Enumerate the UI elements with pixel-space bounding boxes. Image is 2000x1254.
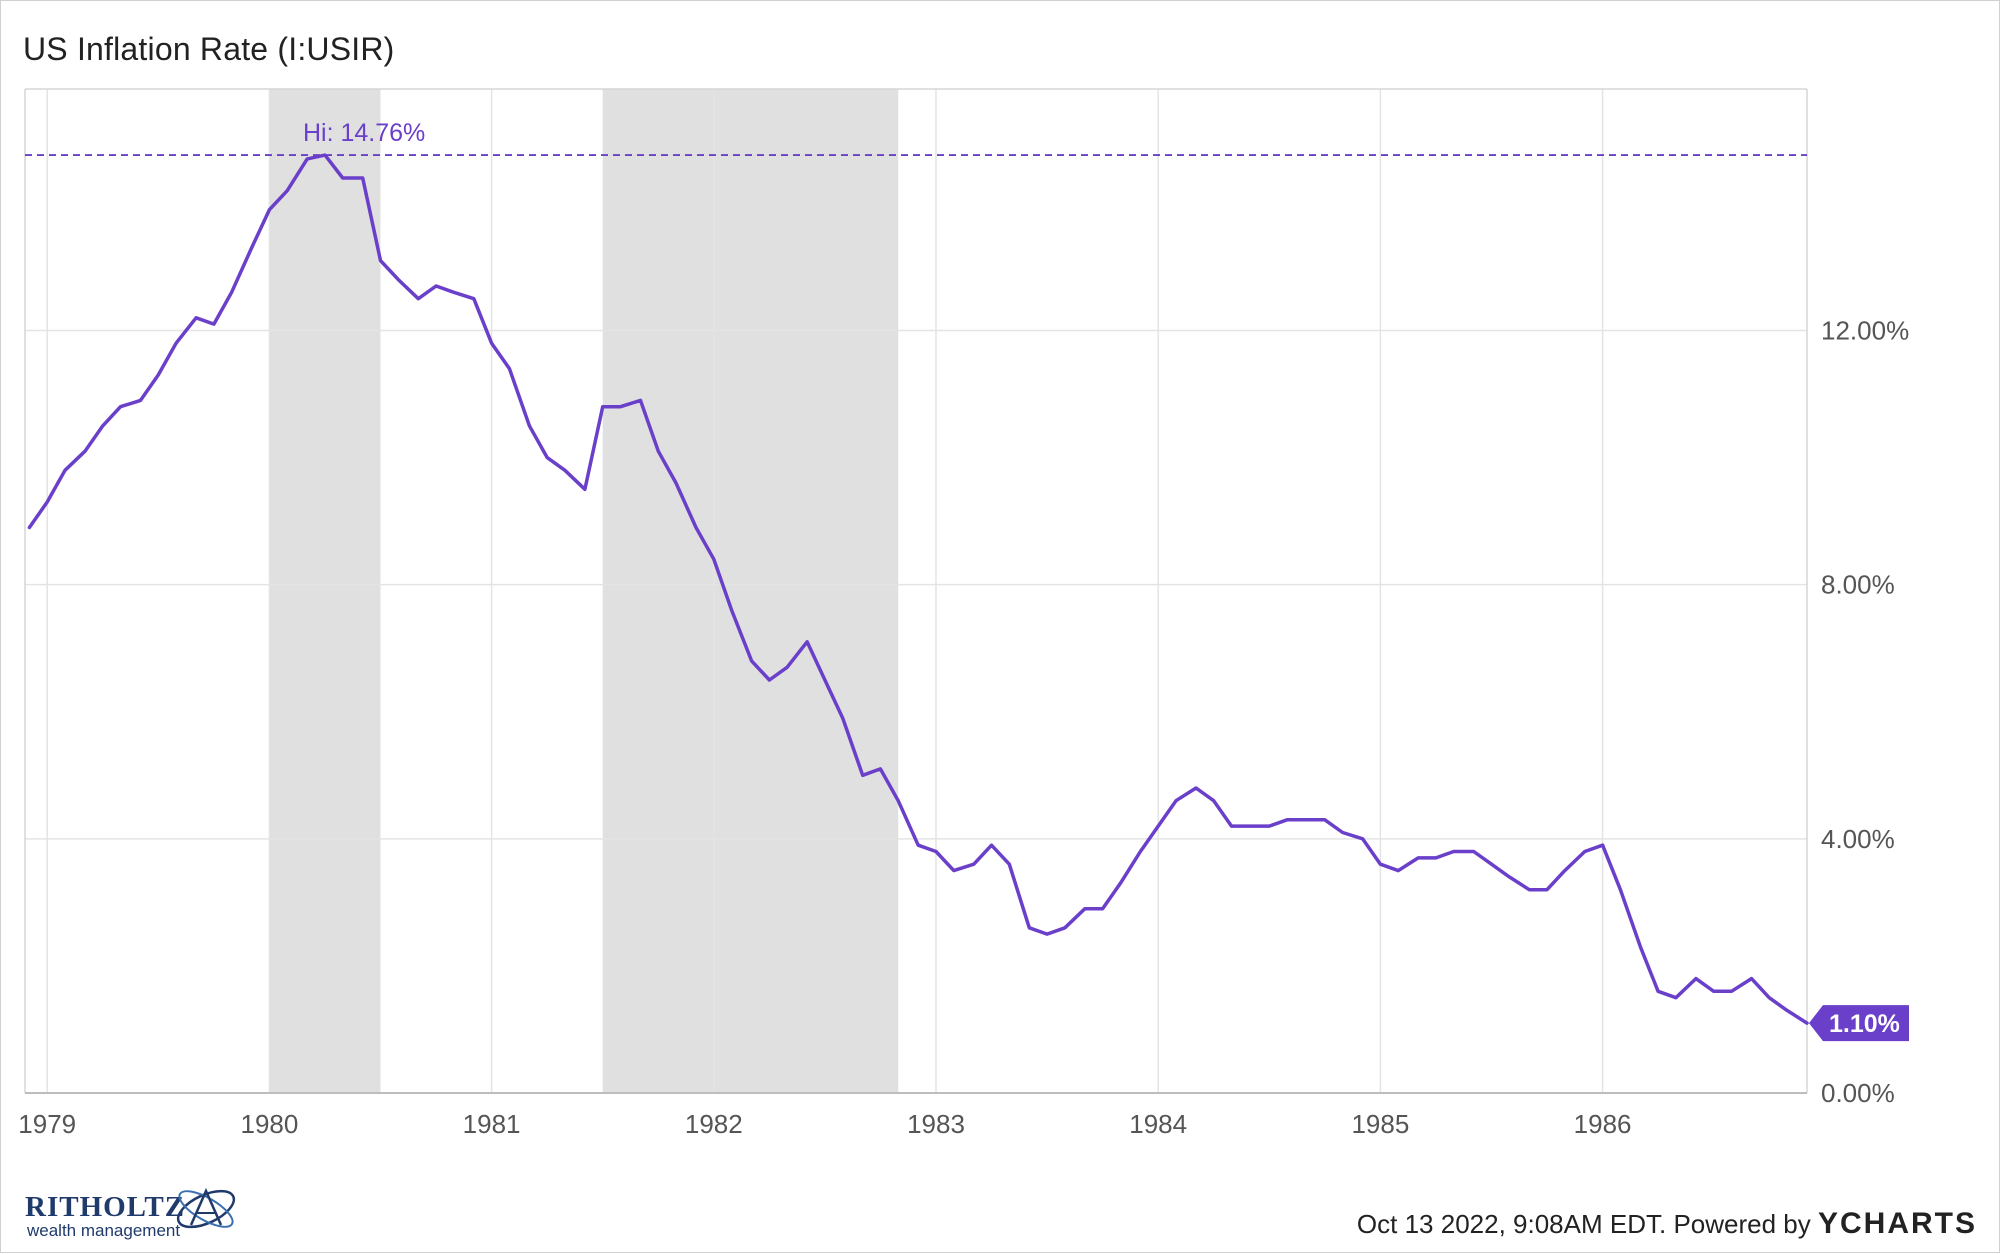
axis-frame	[24, 88, 1808, 1094]
last-value-badge-shape	[1809, 1005, 1909, 1042]
x-tick-label: 1985	[1351, 1109, 1409, 1139]
inflation-series-line	[27, 153, 1809, 1025]
high-marker: Hi: 14.76%	[25, 119, 1807, 156]
footer-attribution: Oct 13 2022, 9:08AM EDT. Powered by YCHA…	[1357, 1207, 1977, 1241]
last-value-label: 1.10%	[1829, 1010, 1900, 1038]
series-line-group	[27, 153, 1809, 1025]
ycharts-logo[interactable]: YCHARTS	[1817, 1207, 1977, 1240]
x-tick-label: 1980	[240, 1109, 298, 1139]
x-tick-label: 1984	[1129, 1109, 1187, 1139]
ritholtz-emblem-icon	[176, 1187, 236, 1229]
chart-title: US Inflation Rate (I:USIR)	[23, 31, 395, 67]
ritholtz-logo-name: RITHOLTZ	[25, 1191, 186, 1223]
y-tick-label: 0.00%	[1821, 1078, 1895, 1108]
x-tick-labels: 1979 1980 1981 1982 1983 1984 1985 1986	[18, 1109, 1631, 1139]
y-tick-labels: 0.00% 4.00% 8.00% 12.00%	[1821, 315, 1909, 1108]
recession-band-1	[602, 89, 899, 1093]
footer-timestamp: Oct 13 2022, 9:08AM EDT.	[1356, 1209, 1667, 1239]
y-tick-label: 12.00%	[1821, 315, 1909, 345]
x-tick-label: 1982	[685, 1109, 743, 1139]
x-tick-label: 1981	[463, 1109, 521, 1139]
y-tick-label: 8.00%	[1821, 570, 1895, 600]
recession-band-0	[269, 89, 381, 1093]
ritholtz-logo-subtitle: wealth management	[27, 1221, 181, 1240]
footer-powered-by: Powered by	[1673, 1209, 1811, 1239]
x-tick-label: 1986	[1574, 1109, 1632, 1139]
recession-bands	[269, 89, 899, 1093]
high-label: Hi: 14.76%	[303, 119, 425, 147]
x-tick-label: 1979	[18, 1109, 76, 1139]
x-tick-label: 1983	[907, 1109, 965, 1139]
y-tick-label: 4.00%	[1821, 824, 1895, 854]
grid-lines	[25, 89, 1807, 1093]
last-value-badge: 1.10%	[1809, 1005, 1909, 1042]
